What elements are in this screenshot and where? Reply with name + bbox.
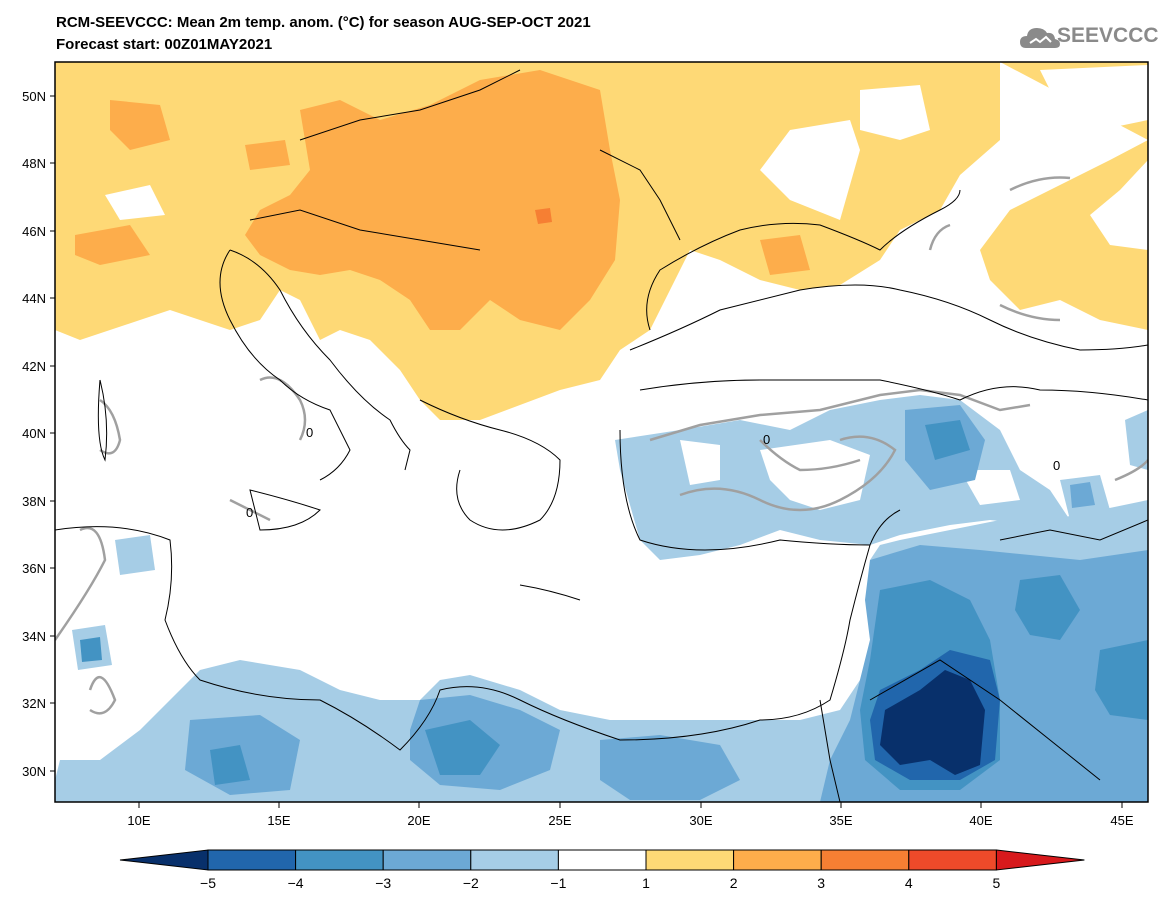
lon-label: 45E <box>1110 813 1133 828</box>
lon-label: 40E <box>969 813 992 828</box>
lat-label: 38N <box>22 494 46 509</box>
colorbar-label: 2 <box>730 875 738 891</box>
lat-label: 50N <box>22 89 46 104</box>
colorbar-segment <box>207 849 297 871</box>
longitude-axis: 10E 15E 20E 25E 30E 35E 40E 45E <box>127 802 1134 828</box>
lat-label: 40N <box>22 426 46 441</box>
lon-label: 35E <box>829 813 852 828</box>
lat-label: 44N <box>22 291 46 306</box>
colorbar-label: −4 <box>288 875 304 891</box>
map-frame <box>54 61 1149 803</box>
lat-label: 30N <box>22 764 46 779</box>
contour-label: 0 <box>1053 458 1060 473</box>
colorbar-segment <box>733 849 822 871</box>
colorbar-label: 3 <box>817 875 825 891</box>
lon-label: 20E <box>407 813 430 828</box>
lat-label: 32N <box>22 696 46 711</box>
colorbar-segment <box>820 849 910 871</box>
coastlines <box>55 69 1148 802</box>
colorbar-label: 4 <box>905 875 913 891</box>
lon-label: 15E <box>267 813 290 828</box>
colorbar-max-arrow <box>995 849 1085 871</box>
colorbar-label: −3 <box>375 875 391 891</box>
cloud-icon <box>1020 28 1060 48</box>
colorbar-segment <box>645 849 735 871</box>
lat-label: 46N <box>22 224 46 239</box>
latitude-axis: 50N 48N 46N 44N 42N 40N 38N 36N 34N 32N … <box>22 89 55 779</box>
contour-label: 0 <box>246 505 253 520</box>
logo-text: SEEVCCC <box>1057 24 1159 47</box>
contour-label: 0 <box>306 425 313 440</box>
colorbar-segment <box>470 849 559 871</box>
strongest-cool-region <box>880 670 985 775</box>
colorbar-label: −1 <box>550 875 566 891</box>
strong-warm-region <box>245 70 620 330</box>
colorbar-segment <box>382 849 472 871</box>
forecast-start-label: Forecast start: 00Z01MAY2021 <box>56 36 273 53</box>
colorbar-label: −5 <box>200 875 216 891</box>
colorbar: −5 −4 −3 −2 −1 1 2 3 4 5 <box>119 849 1085 891</box>
colorbar-min-arrow <box>119 849 209 871</box>
lon-label: 30E <box>689 813 712 828</box>
map-title: RCM-SEEVCCC: Mean 2m temp. anom. (°C) fo… <box>56 14 591 31</box>
lat-label: 34N <box>22 629 46 644</box>
lat-label: 42N <box>22 359 46 374</box>
colorbar-label: −2 <box>463 875 479 891</box>
colorbar-segment <box>295 849 384 871</box>
lon-label: 10E <box>127 813 150 828</box>
colorbar-segment <box>908 849 997 871</box>
lat-label: 48N <box>22 156 46 171</box>
lat-label: 36N <box>22 561 46 576</box>
zero-contours <box>55 176 1148 715</box>
contour-label: 0 <box>763 432 770 447</box>
anomaly-field <box>55 62 1148 802</box>
colorbar-label: 1 <box>642 875 650 891</box>
colorbar-segment <box>557 849 647 871</box>
colorbar-label: 5 <box>993 875 1001 891</box>
lon-label: 25E <box>548 813 571 828</box>
